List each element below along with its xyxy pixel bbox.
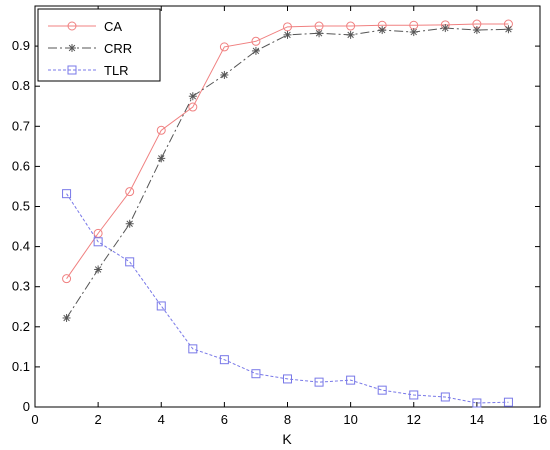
series-crr <box>62 24 513 322</box>
y-tick-label: 0.5 <box>12 199 30 214</box>
data-point-tlr <box>219 355 229 365</box>
series-tlr <box>62 189 513 408</box>
y-tick-label: 0.6 <box>12 158 30 173</box>
data-point-tlr <box>314 377 324 387</box>
data-point-tlr <box>503 397 513 407</box>
legend-marker <box>67 21 77 31</box>
y-tick-label: 0.2 <box>12 319 30 334</box>
y-tick-label: 0.7 <box>12 118 30 133</box>
data-point-tlr <box>472 398 482 408</box>
legend-entry-tlr: TLR <box>48 63 129 78</box>
data-point-crr <box>62 313 71 322</box>
data-point-tlr <box>346 375 356 385</box>
data-point-ca <box>62 274 72 284</box>
data-point-crr <box>346 30 355 39</box>
data-point-tlr <box>188 344 198 354</box>
data-point-ca <box>251 36 261 46</box>
x-tick-label: 6 <box>221 412 228 427</box>
data-point-crr <box>157 154 166 163</box>
data-point-tlr <box>93 237 103 247</box>
data-point-tlr <box>440 392 450 402</box>
x-tick-label: 4 <box>158 412 165 427</box>
series-line-crr <box>66 27 509 319</box>
data-point-tlr <box>283 374 292 384</box>
x-axis-label: K <box>282 431 292 447</box>
data-point-crr <box>251 46 260 55</box>
legend-entry-crr: CRR <box>48 41 132 56</box>
legend-entry-ca: CA <box>48 19 122 34</box>
legend-label: CRR <box>104 41 132 56</box>
data-point-tlr <box>409 390 419 400</box>
legend-marker <box>67 65 77 75</box>
y-tick-label: 0.8 <box>12 78 30 93</box>
data-point-crr <box>94 265 103 274</box>
y-tick-label: 0.9 <box>12 38 30 53</box>
legend-box <box>37 8 161 82</box>
legend-label: TLR <box>104 63 129 78</box>
y-tick-label: 0.4 <box>12 239 30 254</box>
data-point-crr <box>441 24 450 33</box>
y-tick-label: 0.3 <box>12 279 30 294</box>
data-point-crr <box>220 70 229 79</box>
x-tick-label: 0 <box>31 412 38 427</box>
data-point-crr <box>472 26 481 35</box>
series-line-tlr <box>66 193 509 404</box>
data-point-ca <box>346 21 356 31</box>
x-tick-label: 12 <box>407 412 421 427</box>
y-tick-label: 0.1 <box>12 359 30 374</box>
x-tick-label: 2 <box>95 412 102 427</box>
data-point-crr <box>504 25 513 34</box>
legend-marker <box>68 44 76 52</box>
data-point-tlr <box>251 369 261 379</box>
x-axis: 0 2 4 6 8 10 12 14 16 <box>31 6 547 427</box>
data-point-ca <box>156 125 166 135</box>
x-tick-label: 8 <box>284 412 291 427</box>
series-layer <box>62 19 513 408</box>
data-point-crr <box>409 28 418 37</box>
legend-label: CA <box>104 19 122 34</box>
x-tick-label: 16 <box>533 412 547 427</box>
series-line-ca <box>66 23 509 279</box>
data-point-crr <box>188 92 197 101</box>
x-tick-label: 10 <box>343 412 357 427</box>
data-point-tlr <box>377 385 387 395</box>
x-tick-label: 14 <box>470 412 484 427</box>
data-point-crr <box>378 26 387 35</box>
data-point-ca <box>125 187 135 197</box>
data-point-tlr <box>62 189 72 199</box>
y-axis: 0 0.1 0.2 0.3 0.4 0.5 0.6 0.7 0.8 0.9 <box>12 38 540 414</box>
data-point-tlr <box>125 257 135 267</box>
data-point-ca <box>188 102 198 112</box>
data-point-crr <box>125 219 134 228</box>
data-point-tlr <box>156 301 166 311</box>
data-point-ca <box>283 22 292 32</box>
data-point-crr <box>283 30 292 39</box>
data-point-ca <box>219 42 229 52</box>
y-tick-label: 0 <box>23 399 30 414</box>
legend: CA CRR TLR <box>37 8 161 82</box>
data-point-crr <box>315 29 324 38</box>
